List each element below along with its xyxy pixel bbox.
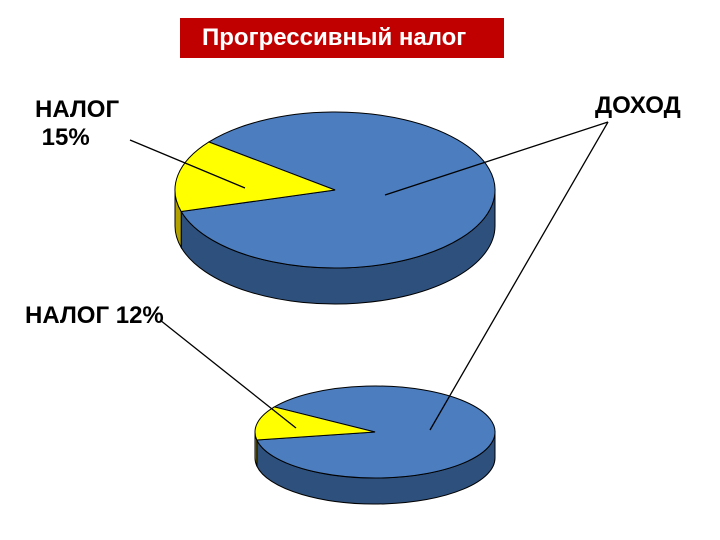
pie-large — [175, 112, 495, 304]
chart-stage — [0, 0, 720, 540]
pointer-line-1 — [160, 320, 296, 428]
pie-small — [255, 386, 495, 504]
